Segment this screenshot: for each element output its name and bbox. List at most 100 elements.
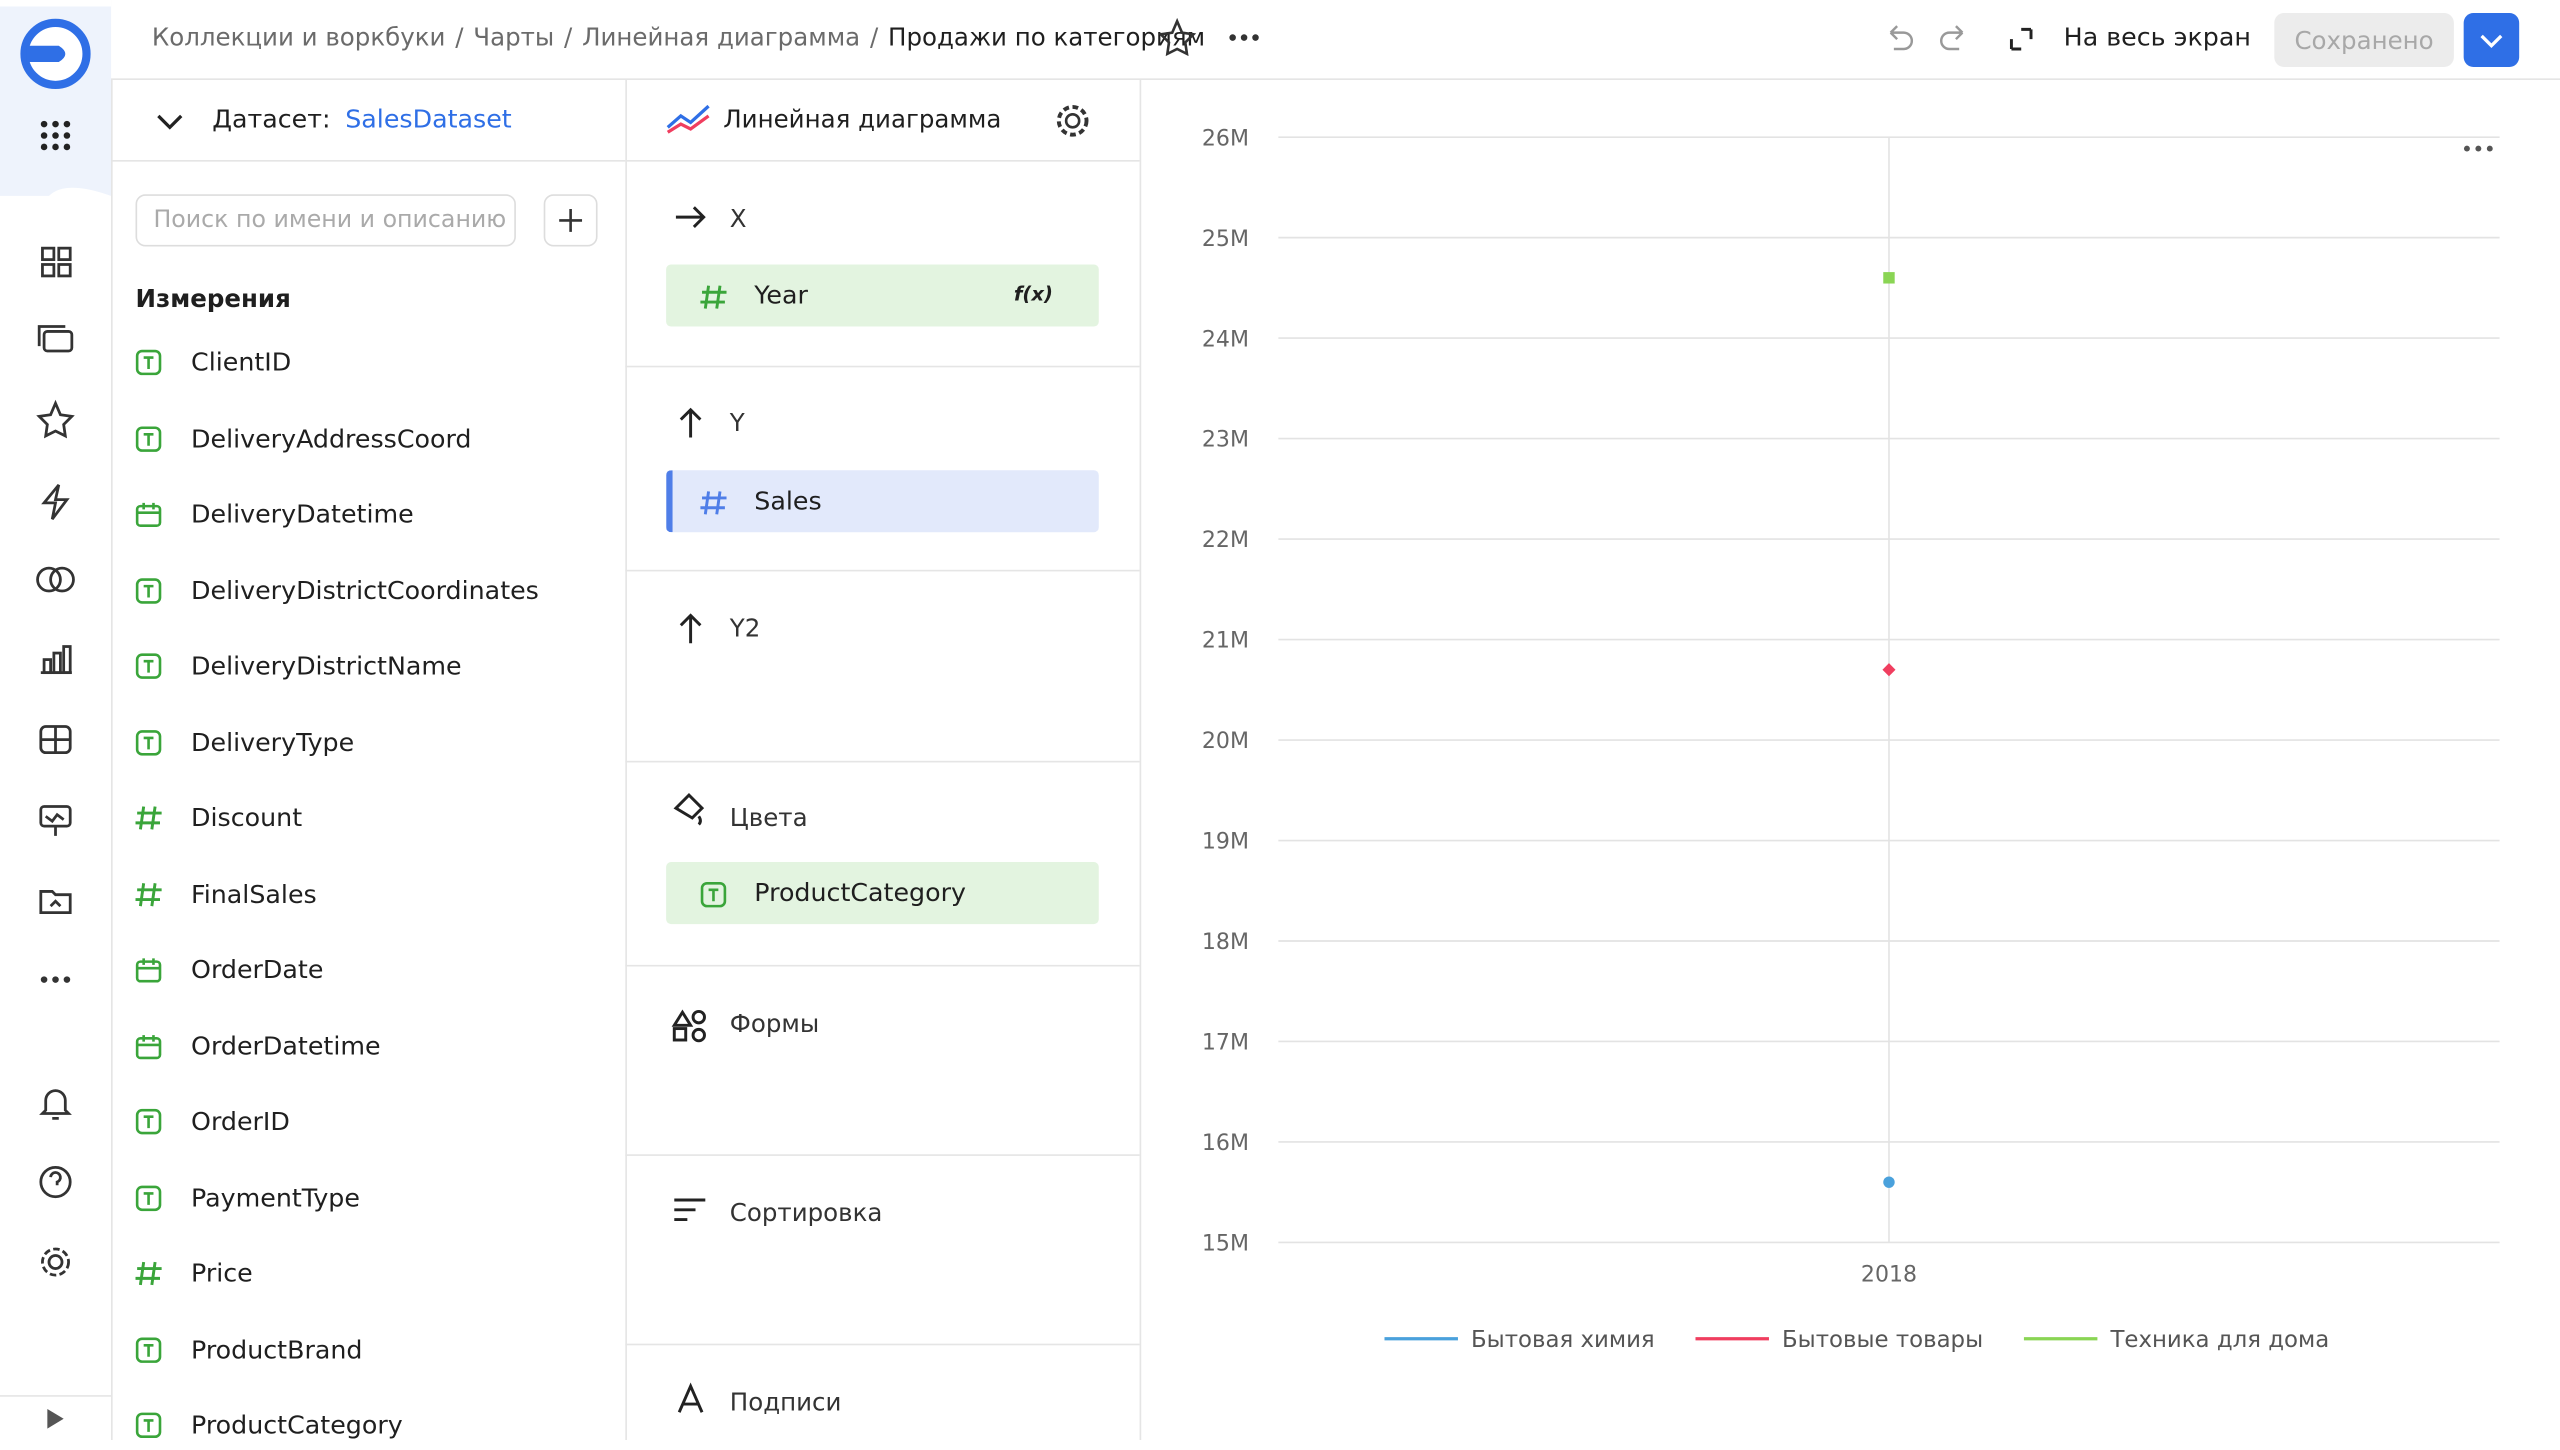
field-icon <box>135 577 162 603</box>
text-icon <box>700 881 727 908</box>
divider <box>111 159 626 162</box>
nav-datasets[interactable] <box>36 566 75 593</box>
chart-menu[interactable] <box>2463 145 2493 152</box>
y-tick-label: 22M <box>1202 528 1249 553</box>
colors-field-pill[interactable]: ProductCategory <box>666 862 1099 925</box>
section-x: X <box>729 204 747 234</box>
field-item[interactable]: DeliveryDistrictName <box>135 642 462 691</box>
field-item[interactable]: ProductCategory <box>135 1401 403 1450</box>
field-icon <box>135 653 162 679</box>
y-field-name: Sales <box>754 486 822 516</box>
nav-favorites[interactable] <box>36 399 75 439</box>
nav-notifications[interactable] <box>39 1089 72 1120</box>
x-icon <box>675 206 706 228</box>
field-icon <box>135 1108 162 1135</box>
field-item[interactable]: DeliveryAddressCoord <box>135 414 472 463</box>
field-name: OrderDate <box>191 955 324 985</box>
field-item[interactable]: DeliveryDistrictCoordinates <box>135 566 539 615</box>
search-input[interactable]: Поиск по имени и описанию <box>135 194 516 247</box>
field-item[interactable]: OrderID <box>135 1097 290 1146</box>
header: Коллекции и воркбуки / Чарты / Линейная диаг… <box>111 0 2560 80</box>
breadcrumbs: Коллекции и воркбуки / Чарты / Линейная диаг… <box>152 23 1205 52</box>
divider <box>625 760 1140 763</box>
y-tick-label: 16M <box>1202 1131 1249 1156</box>
field-item[interactable]: Discount <box>135 793 302 842</box>
nav-expand[interactable] <box>47 1408 64 1429</box>
apps-icon[interactable] <box>40 120 71 151</box>
field-item[interactable]: ProductBrand <box>135 1325 363 1374</box>
y-tick-label: 17M <box>1202 1031 1249 1056</box>
x-field-pill[interactable]: Year f(x) <box>666 264 1099 327</box>
viz-icon <box>666 104 710 134</box>
divider <box>625 159 1140 162</box>
nav-reports[interactable] <box>39 805 72 836</box>
field-item[interactable]: DeliveryDatetime <box>135 490 414 539</box>
nav-help[interactable] <box>39 1165 72 1199</box>
dimensions-title: Измерения <box>135 284 291 314</box>
plus-icon <box>559 208 583 232</box>
dataset-name[interactable]: SalesDataset <box>345 104 512 134</box>
nav-charts[interactable] <box>40 645 72 675</box>
y-tick-label: 18M <box>1202 930 1249 955</box>
field-item[interactable]: Price <box>135 1249 253 1298</box>
field-icon <box>135 1261 162 1286</box>
field-icon <box>135 806 162 830</box>
viz-name[interactable]: Линейная диаграмма <box>723 104 1002 134</box>
nav-dashboards[interactable] <box>39 725 72 755</box>
field-item[interactable]: ClientID <box>135 338 291 387</box>
legend-item[interactable]: Бытовая химия <box>1384 1327 1655 1353</box>
more-button[interactable] <box>1229 34 1259 41</box>
y-field-pill[interactable]: Sales <box>666 470 1099 533</box>
field-item[interactable]: PaymentType <box>135 1173 360 1222</box>
legend-label: Бытовая химия <box>1471 1327 1655 1353</box>
collapse-icon[interactable] <box>153 108 186 134</box>
nav-more[interactable] <box>40 976 71 983</box>
series <box>1883 1176 1895 1188</box>
field-icon <box>135 349 162 376</box>
breadcrumb[interactable]: Чарты <box>473 22 555 53</box>
field-name: DeliveryDistrictCoordinates <box>191 575 539 605</box>
legend-label: Бытовые товары <box>1782 1327 1983 1353</box>
viz-settings[interactable] <box>1053 101 1092 140</box>
nav-connections[interactable] <box>41 484 70 521</box>
field-name: Price <box>191 1258 253 1289</box>
field-name: ProductBrand <box>191 1334 363 1365</box>
undo-button[interactable] <box>1889 25 1913 51</box>
legend-item[interactable]: Техника для дома <box>2023 1327 2329 1353</box>
add-field-button[interactable] <box>543 194 598 247</box>
fullscreen-button[interactable]: На весь экран <box>2063 22 2251 53</box>
dataset-label: Датасет: <box>212 104 331 134</box>
section-sorting: Сортировка <box>729 1198 883 1228</box>
field-item[interactable]: DeliveryType <box>135 718 354 767</box>
save-button[interactable]: Сохранено <box>2274 13 2454 67</box>
title-actions <box>1158 17 1259 57</box>
legend-item[interactable]: Бытовые товары <box>1695 1327 1983 1353</box>
field-name: ProductCategory <box>191 1410 403 1440</box>
field-item[interactable]: OrderDatetime <box>135 1021 381 1070</box>
nav-workbooks[interactable] <box>39 890 72 915</box>
nav-settings[interactable] <box>41 1247 70 1277</box>
nav-collections[interactable] <box>41 246 72 278</box>
save-menu-button[interactable] <box>2463 13 2520 67</box>
breadcrumb-separator: / <box>869 22 879 53</box>
field-name: DeliveryDistrictName <box>191 651 462 681</box>
redo-button[interactable] <box>1940 25 1964 51</box>
nav-folders[interactable] <box>37 325 74 353</box>
breadcrumb[interactable]: Линейная диаграмма <box>582 22 861 53</box>
field-icon <box>135 502 162 528</box>
point <box>1883 1176 1895 1188</box>
dataset-selector[interactable]: Датасет: SalesDataset <box>212 104 511 133</box>
point <box>1882 663 1896 677</box>
field-item[interactable]: OrderDate <box>135 945 324 994</box>
breadcrumb[interactable]: Коллекции и воркбуки <box>151 22 446 53</box>
formula-button[interactable]: f(x) <box>1013 282 1053 306</box>
series <box>1883 272 1895 284</box>
field-item[interactable]: FinalSales <box>135 869 317 918</box>
favorite-button[interactable] <box>1158 17 1197 57</box>
y-tick-label: 26M <box>1202 126 1249 151</box>
field-name: OrderID <box>191 1106 290 1137</box>
field-icon <box>135 882 162 906</box>
field-icon <box>135 958 162 983</box>
